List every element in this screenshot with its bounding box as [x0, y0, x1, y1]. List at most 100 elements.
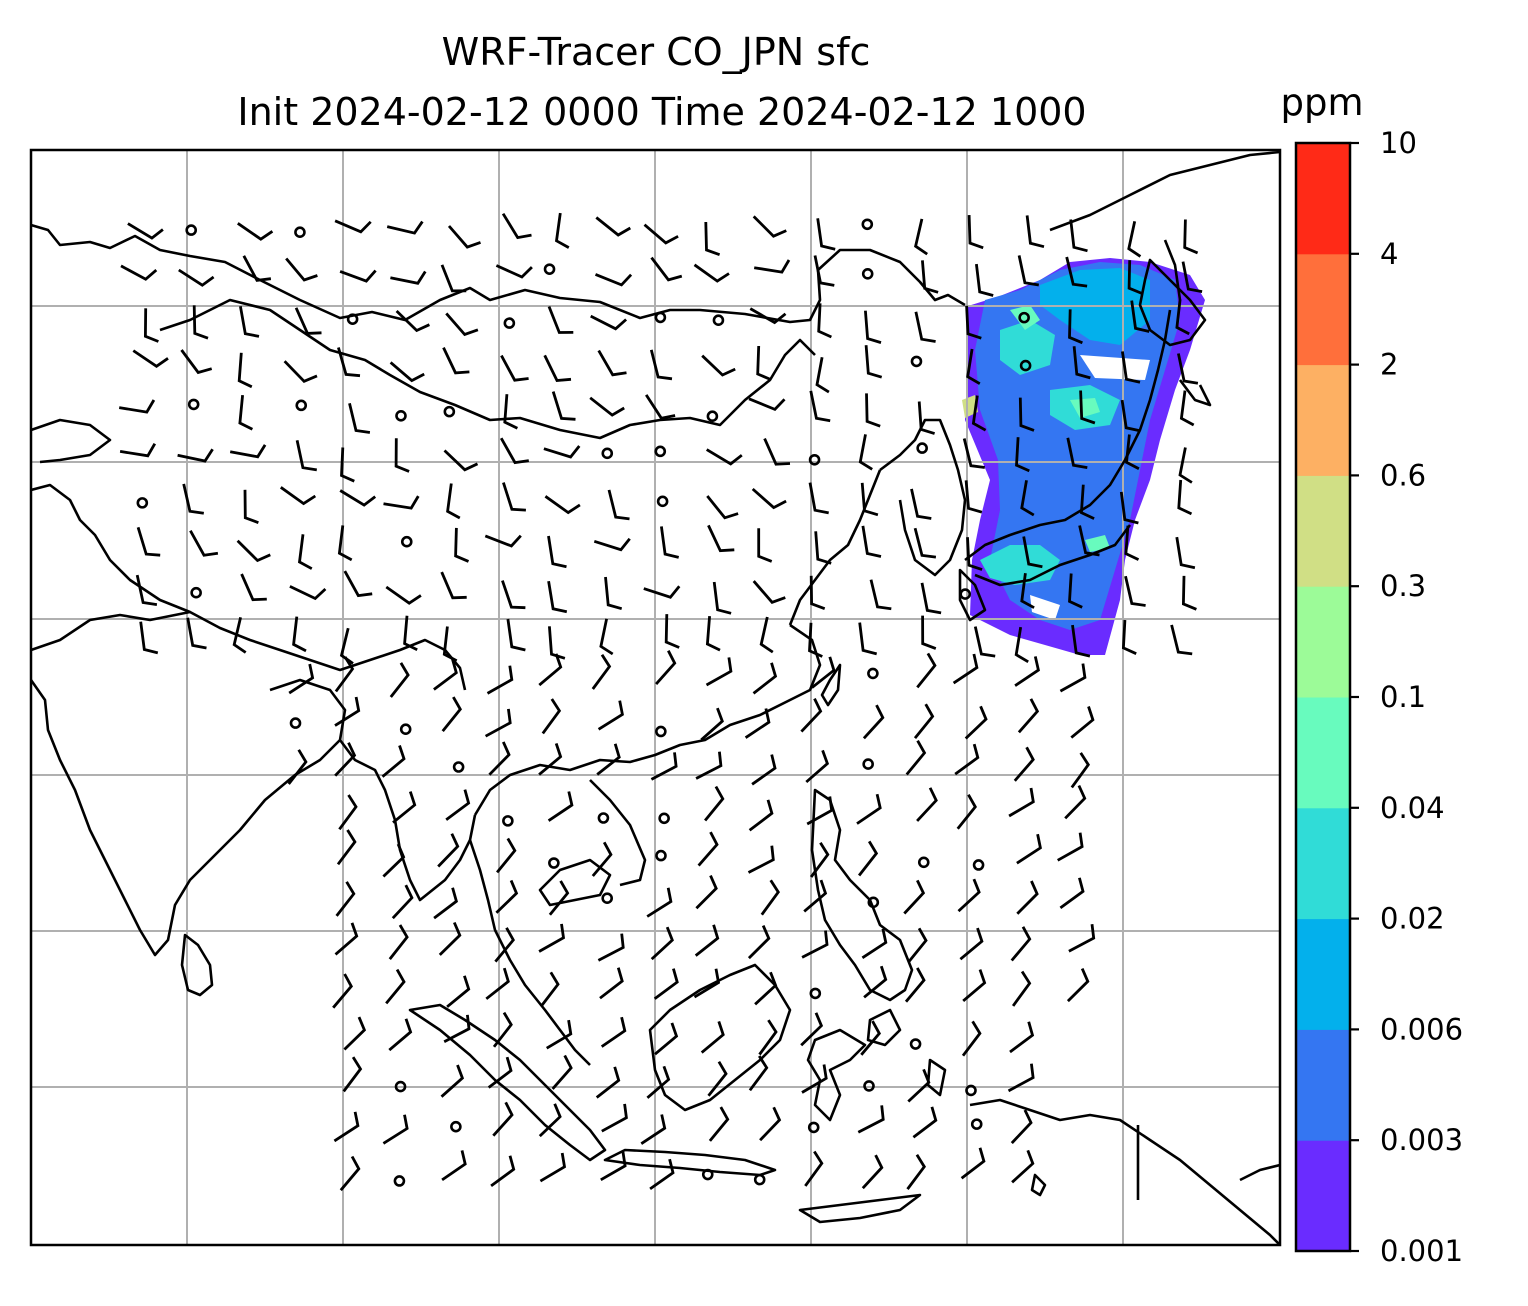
wind-barb [1010, 1109, 1033, 1145]
wind-barb [650, 926, 674, 961]
colorbar-segment [1296, 807, 1350, 920]
chart-title: WRF-Tracer CO_JPN sfc [442, 30, 871, 74]
wind-barb [595, 1066, 621, 1099]
wind-barb [178, 268, 215, 287]
wind-barb [547, 791, 574, 822]
calm-marker [185, 224, 198, 236]
colorbar-segment [1296, 697, 1350, 809]
wind-barb [816, 218, 836, 251]
wind-barb [814, 531, 832, 565]
wind-barb [454, 527, 470, 563]
wind-barb [971, 395, 987, 432]
wind-barb [973, 626, 996, 658]
wind-barb [694, 924, 720, 957]
calm-marker [394, 1080, 407, 1093]
colorbar-tick-label: 0.3 [1380, 569, 1426, 603]
wind-barb [646, 887, 673, 918]
wind-barb [860, 1020, 881, 1056]
wind-barb [120, 264, 158, 281]
wind-barb [447, 225, 481, 249]
calm-marker [289, 717, 302, 729]
wind-barb [809, 575, 826, 611]
wind-barb [903, 879, 926, 915]
wind-barb [445, 789, 471, 821]
wind-barb [643, 585, 681, 599]
wind-barb [869, 579, 892, 611]
wind-barb [1124, 525, 1140, 561]
wind-barb [289, 585, 327, 601]
wind-barb [589, 396, 625, 417]
calm-marker [909, 1038, 922, 1050]
wind-barb [599, 967, 624, 1000]
colorbar-tick-label: 4 [1380, 237, 1398, 271]
wind-barb [538, 923, 566, 953]
wind-barb [242, 255, 272, 282]
wind-barb [916, 652, 937, 689]
wind-barb [591, 653, 612, 690]
calm-marker [654, 445, 667, 458]
wind-barb [1079, 390, 1096, 425]
calm-marker [190, 586, 202, 599]
wind-barb [348, 402, 371, 434]
wind-barb [1066, 437, 1088, 469]
wind-barb [338, 794, 358, 831]
calm-marker [701, 1168, 714, 1181]
wind-barb [1178, 447, 1193, 484]
wind-barb [237, 222, 274, 241]
wind-barb [655, 650, 677, 686]
calm-marker [1019, 359, 1032, 372]
wind-barb [394, 438, 410, 473]
wind-barb [800, 697, 823, 733]
wind-barb [597, 700, 624, 731]
wind-barb [960, 1147, 986, 1180]
wind-barb [238, 394, 254, 431]
wind-barb [593, 537, 631, 552]
calm-marker [654, 311, 667, 324]
calm-marker [867, 896, 880, 909]
wind-barb [548, 626, 566, 660]
wind-barb [952, 653, 979, 685]
wind-barb [283, 360, 318, 383]
wind-barb [865, 393, 881, 428]
wind-barb [496, 837, 517, 874]
wind-barb [340, 447, 355, 483]
wind-barb [700, 707, 724, 741]
colorbar: ppm 0.001 0.003 0.006 0.02 0.04 0.1 0.3 0.6 2 4 10 [1280, 81, 1463, 1268]
wind-barb [538, 742, 563, 776]
wind-barb [957, 878, 981, 913]
wind-barb [445, 312, 479, 337]
wind-barb [1121, 351, 1141, 384]
calm-marker [712, 314, 725, 327]
wind-barb [336, 829, 357, 866]
calm-marker [294, 226, 306, 239]
wind-barb [433, 887, 459, 920]
wind-barb [485, 967, 510, 1000]
wind-barb [756, 345, 772, 381]
wind-barb [906, 1154, 926, 1190]
wind-barb [916, 787, 938, 822]
wind-barb [334, 922, 359, 956]
wind-barbs [118, 212, 1203, 1192]
wind-barb [484, 534, 522, 548]
wind-barb [538, 653, 563, 687]
coastlines [31, 150, 1280, 1245]
wind-barb [1018, 397, 1035, 432]
wind-barb [343, 570, 373, 598]
wind-barb [805, 749, 830, 784]
calm-marker [959, 588, 972, 600]
colorbar-ticks: 0.001 0.003 0.006 0.02 0.04 0.1 0.3 0.6 2 4 10 [1350, 126, 1463, 1268]
wind-barb [863, 965, 888, 999]
wind-barb [600, 1151, 627, 1182]
wind-barb [813, 255, 835, 287]
wind-barb [864, 345, 883, 379]
wind-barb [1124, 575, 1146, 607]
wind-barb [921, 615, 937, 650]
wind-barb [541, 698, 562, 735]
wind-barb [443, 1014, 471, 1044]
wind-barb [649, 1158, 675, 1191]
calm-marker [916, 442, 928, 454]
colorbar-tick-label: 2 [1380, 348, 1398, 382]
wind-barb [597, 349, 627, 377]
wind-barb [240, 573, 267, 602]
